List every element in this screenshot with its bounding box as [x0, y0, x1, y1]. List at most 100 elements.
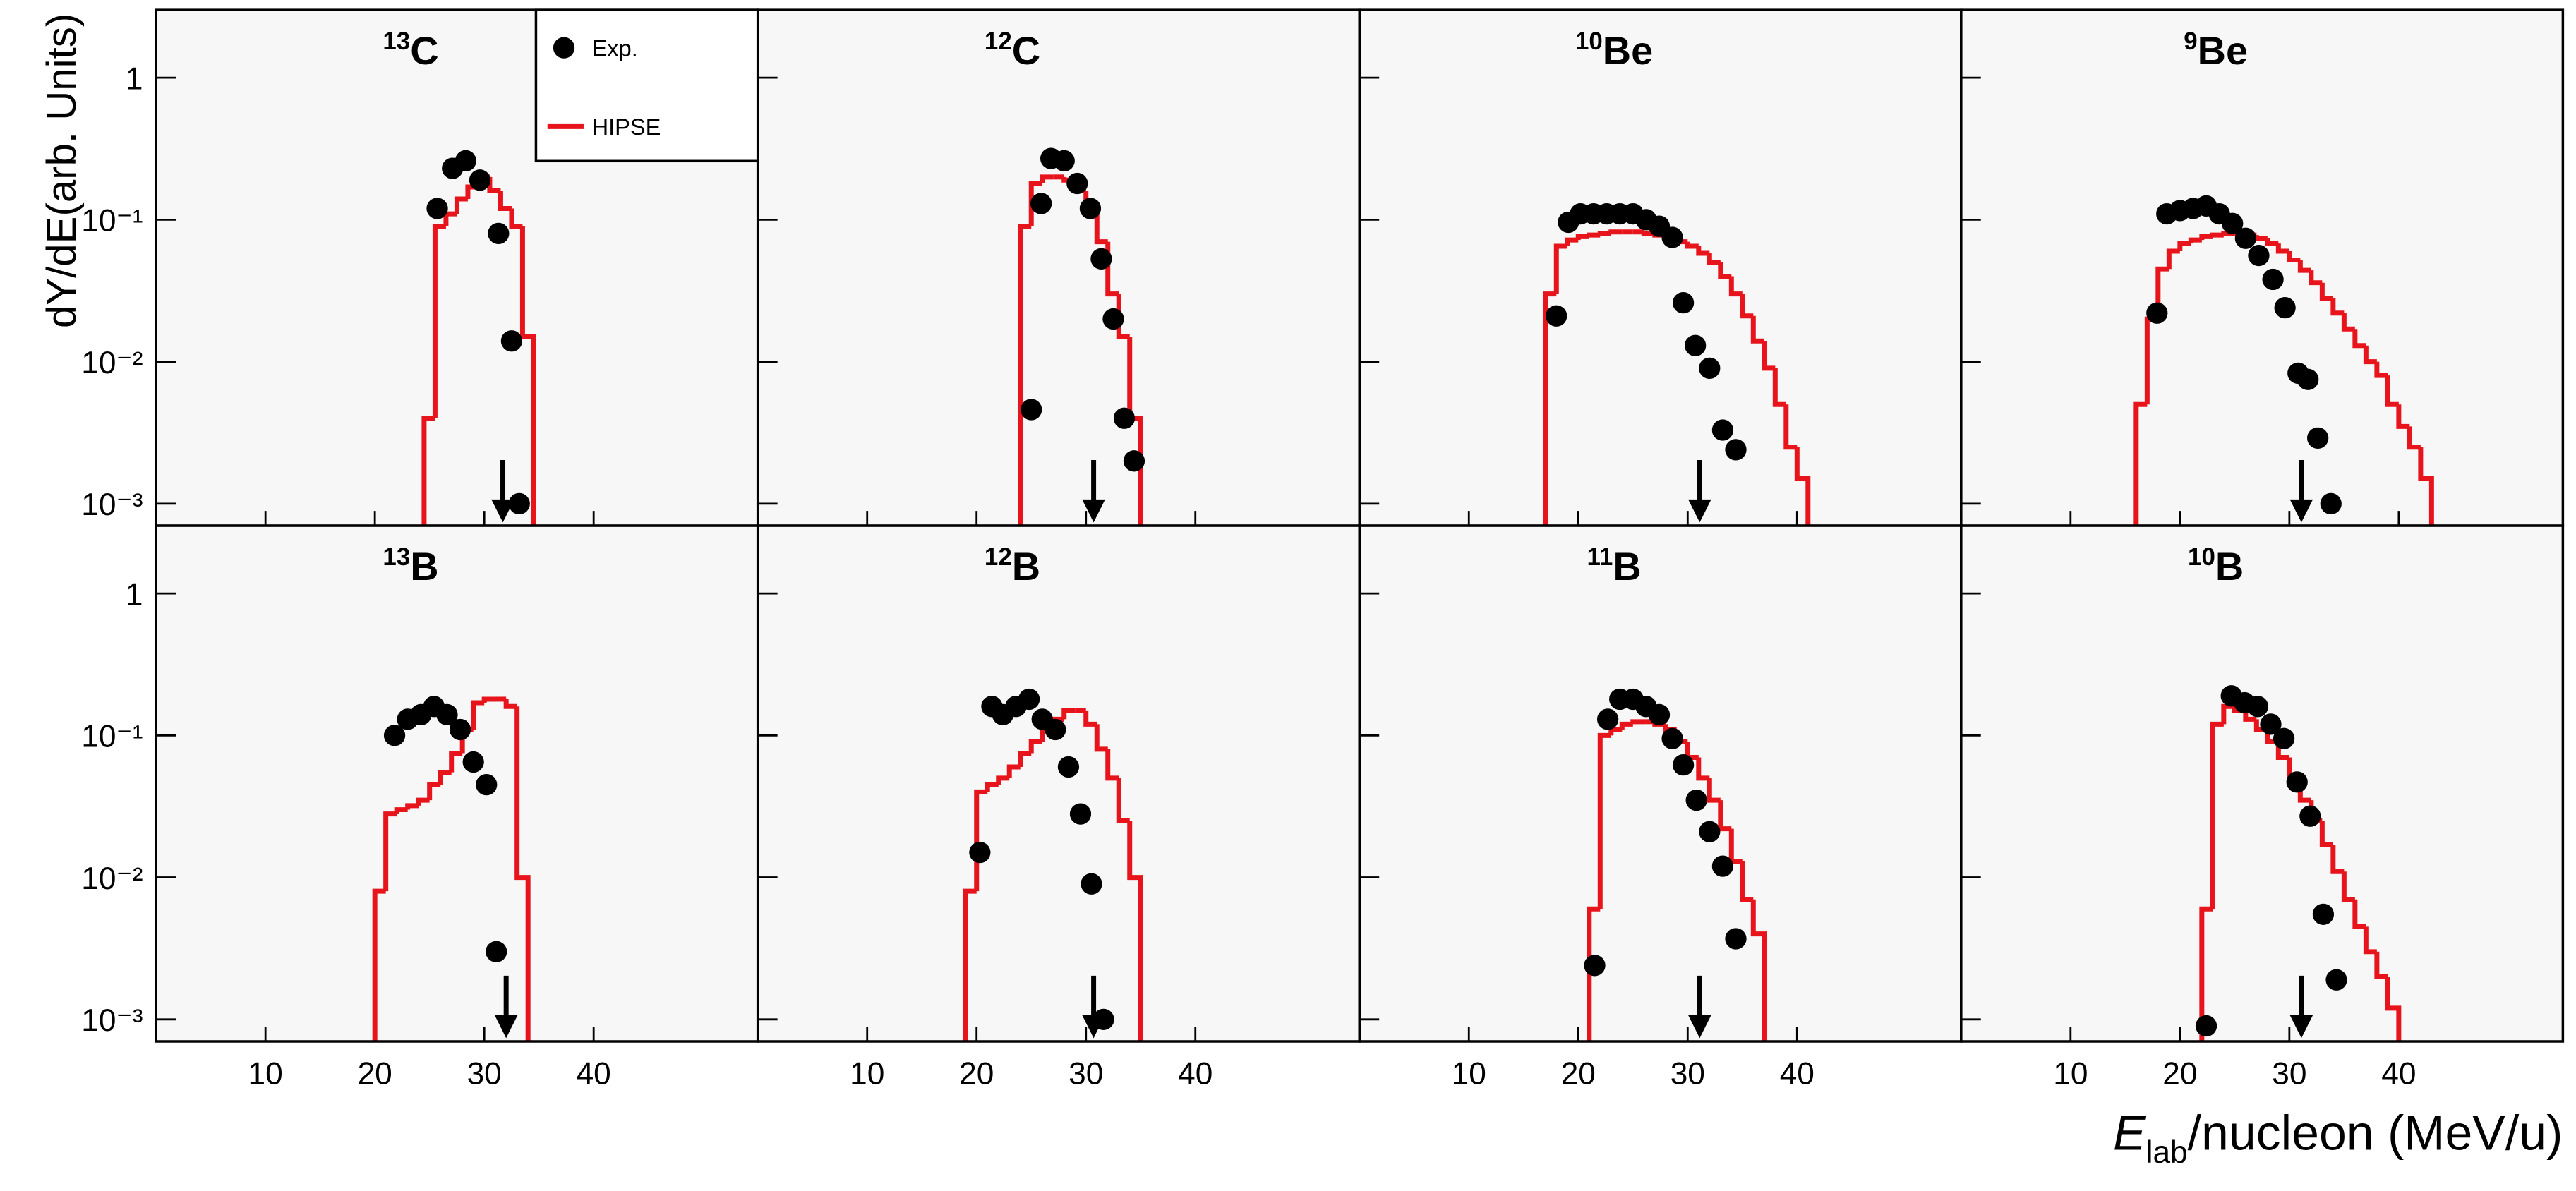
panel: 1 10⁻¹ 10⁻² 10⁻³ 10 20 30 40 13B — [81, 524, 759, 1092]
exp-point — [508, 492, 530, 515]
histogram-bin — [1707, 778, 1721, 803]
histogram-bin — [1040, 174, 1054, 184]
panel-label: 10B — [2188, 543, 2244, 588]
y-tick-label: 10⁻² — [81, 861, 143, 896]
histogram-bin — [2418, 447, 2434, 526]
arrow-head — [1082, 1015, 1105, 1039]
histogram-bin — [2199, 906, 2213, 1041]
exp-point — [1113, 407, 1136, 429]
histogram-bin — [2155, 266, 2169, 320]
exp-point — [1725, 928, 1747, 950]
exp-point — [488, 222, 510, 245]
exp-point — [426, 198, 448, 219]
histogram-bin — [963, 888, 977, 1041]
histogram-bin — [1630, 719, 1644, 725]
x-tick-label: 40 — [1780, 1057, 1814, 1092]
x-tick-label: 30 — [467, 1057, 502, 1092]
histogram-bin — [509, 208, 523, 229]
panel-background — [1961, 526, 2563, 1041]
histogram-bin — [2396, 404, 2410, 429]
exp-point — [1045, 718, 1066, 741]
exp-point — [1685, 789, 1707, 811]
histogram-bin — [471, 700, 485, 730]
histogram-bin — [1696, 757, 1710, 781]
histogram-bin — [2385, 977, 2402, 1041]
histogram-bin — [421, 416, 435, 526]
exp-points — [1546, 202, 1747, 461]
histogram-bin — [372, 888, 386, 1041]
x-axis-label: Elab/nucleon (MeV/u) — [2113, 1106, 2563, 1171]
histogram-bin — [438, 770, 452, 785]
histogram-bin — [1696, 246, 1710, 256]
histogram-bin — [2287, 251, 2301, 263]
histogram-bin — [1608, 229, 1623, 235]
histogram-bin — [2133, 401, 2148, 526]
exp-point — [2260, 713, 2282, 735]
histogram-bin — [1718, 262, 1732, 279]
histogram-bin — [2199, 234, 2213, 241]
histogram-bin — [405, 803, 419, 810]
histogram-bin — [514, 706, 531, 1041]
arrow-head — [1688, 499, 1711, 523]
histogram-bin — [1641, 231, 1655, 236]
exp-points — [1584, 688, 1747, 977]
panel-background — [757, 526, 1360, 1041]
exp-point — [1584, 955, 1606, 977]
exp-point — [383, 725, 406, 746]
histogram-bin — [1127, 337, 1143, 526]
exp-point — [1546, 305, 1567, 327]
histogram-bin — [1028, 739, 1042, 754]
histogram-bin — [2363, 926, 2377, 955]
histogram-bin — [2352, 329, 2366, 349]
exp-point — [1699, 357, 1721, 379]
arrow — [1688, 975, 1711, 1039]
element: Be — [1603, 28, 1653, 73]
exp-points — [2146, 195, 2342, 515]
exp-point — [469, 169, 491, 191]
mass-number: 9 — [2184, 28, 2197, 55]
exp-points — [1021, 147, 1145, 472]
arrow-head — [1082, 499, 1105, 523]
arrow-head — [491, 499, 514, 523]
histogram-bin — [1597, 732, 1611, 909]
exp-point — [1711, 419, 1734, 441]
histogram-bin — [1006, 764, 1021, 778]
histogram-bin — [2341, 871, 2355, 902]
exp-point — [1711, 855, 1734, 877]
y-tick-label: 10⁻¹ — [81, 720, 143, 754]
histogram-bin — [1707, 253, 1721, 265]
histogram-bin — [1094, 724, 1108, 752]
histogram-bin — [2374, 951, 2388, 979]
y-tick-label: 10⁻¹ — [81, 204, 143, 238]
exp-point — [2307, 427, 2329, 449]
exp-point — [2299, 805, 2321, 827]
histogram-bin — [1094, 208, 1108, 245]
mass-number: 13 — [383, 543, 410, 571]
legend-marker — [553, 37, 575, 59]
x-tick-label: 30 — [2272, 1057, 2306, 1092]
mass-number: 13 — [383, 28, 410, 55]
histogram-bin — [1127, 821, 1143, 1041]
y-tick-label: 10⁻³ — [81, 488, 143, 522]
y-tick-label: 10⁻³ — [81, 1003, 143, 1038]
arrow — [2289, 975, 2313, 1039]
element: C — [1012, 28, 1040, 73]
histogram-bin — [1105, 749, 1119, 781]
exp-point — [2234, 227, 2256, 249]
histogram-bin — [2309, 270, 2323, 286]
panel: 9Be — [1960, 8, 2565, 527]
legend-label: HIPSE — [592, 114, 661, 140]
panel: 12C — [756, 8, 1361, 527]
histogram-bin — [432, 224, 446, 418]
exp-point — [1699, 821, 1721, 842]
exp-point — [1648, 703, 1671, 726]
histogram-bin — [1772, 368, 1786, 407]
exp-point — [1090, 248, 1112, 270]
histogram-bin — [2166, 248, 2180, 270]
histogram-bin — [1783, 404, 1798, 450]
x-tick-label: 20 — [1561, 1057, 1596, 1092]
histogram-bin — [2297, 260, 2311, 273]
element: Be — [2198, 28, 2248, 73]
exp-point — [1672, 292, 1695, 314]
exp-points — [383, 696, 507, 962]
